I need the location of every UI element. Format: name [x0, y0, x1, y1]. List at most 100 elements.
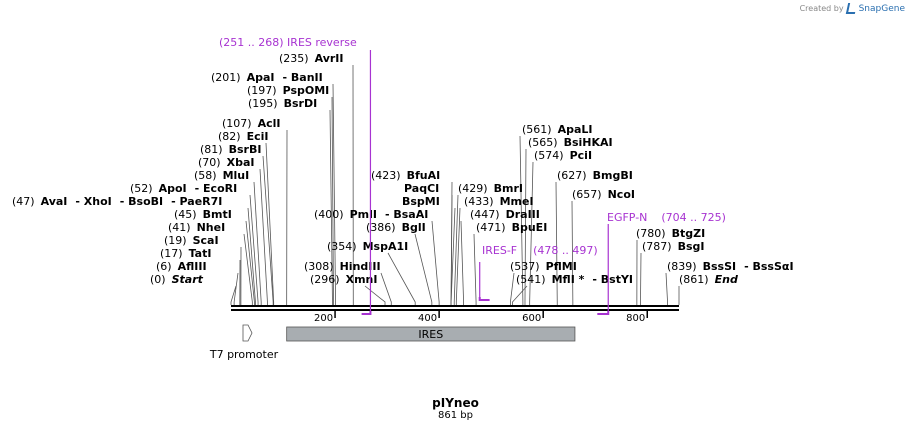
site-position: (52) — [130, 182, 153, 195]
axis-tick-label: 600 — [522, 313, 541, 324]
site-position: (423) — [371, 169, 401, 182]
restriction-site-label[interactable]: (861) End — [679, 273, 738, 286]
site-enzyme-name: PflMI — [546, 260, 577, 273]
site-enzyme-name: BsrDI — [284, 97, 318, 110]
restriction-site-label[interactable]: (354) MspA1I — [327, 240, 408, 253]
site-leader-line — [331, 96, 334, 305]
axis-tick-label: 800 — [626, 313, 645, 324]
restriction-site-label[interactable]: (627) BmgBI — [557, 169, 633, 182]
site-position: (386) — [366, 221, 396, 234]
site-enzyme-name: BfuAI — [407, 169, 441, 182]
restriction-site-label[interactable]: (787) BsgI — [642, 240, 705, 253]
site-position: (58) — [194, 169, 217, 182]
primer-range: (704 .. 725) — [661, 211, 726, 224]
restriction-site-label[interactable]: (423) BfuAI — [371, 169, 440, 182]
site-extra-enzyme: - EcoRI — [195, 182, 238, 195]
restriction-site-label[interactable]: (47) AvaI - XhoI - BsoBI - PaeR7I — [12, 195, 222, 208]
restriction-site-label[interactable]: (0) Start — [150, 273, 204, 286]
site-position: (561) — [522, 123, 552, 136]
restriction-site-label[interactable]: (574) PciI — [534, 149, 592, 162]
site-enzyme-name: BpuEI — [512, 221, 548, 234]
site-enzyme-name: BmgBI — [593, 169, 633, 182]
feature-ires[interactable] — [286, 326, 576, 342]
site-leader-line — [245, 220, 255, 305]
restriction-site-label[interactable]: (19) ScaI — [164, 234, 219, 247]
restriction-site-label[interactable]: (45) BmtI — [174, 208, 232, 221]
restriction-site-label[interactable]: (6) AflIII — [156, 260, 207, 273]
restriction-site-label[interactable]: (433) MmeI — [464, 195, 534, 208]
site-enzyme-name: PaqCI — [404, 182, 439, 195]
site-position: (82) — [218, 130, 241, 143]
site-enzyme-name: XbaI — [227, 156, 255, 169]
site-enzyme-name: Start — [172, 273, 204, 286]
restriction-site-label[interactable]: (565) BsiHKAI — [528, 136, 613, 149]
restriction-site-label[interactable]: (308) HindIII — [304, 260, 381, 273]
restriction-site-label[interactable]: (70) XbaI — [198, 156, 254, 169]
restriction-site-label[interactable]: (429) BmrI — [458, 182, 523, 195]
restriction-site-label[interactable]: (82) EciI — [218, 130, 269, 143]
site-enzyme-name: ApoI — [159, 182, 187, 195]
restriction-site-label[interactable]: (201) ApaI - BanII — [211, 71, 323, 84]
site-leader-line — [247, 207, 256, 305]
site-leader-line — [414, 233, 433, 305]
site-leader-line — [431, 220, 440, 305]
restriction-site-label[interactable]: (195) BsrDI — [248, 97, 317, 110]
site-enzyme-name: BsiHKAI — [564, 136, 613, 149]
site-leader-line — [665, 272, 668, 305]
restriction-site-label[interactable]: (197) PspOMI — [247, 84, 329, 97]
primer-ires-reverse[interactable] — [361, 311, 372, 315]
site-leader-line — [453, 194, 459, 305]
site-enzyme-name: NcoI — [608, 188, 635, 201]
site-leader-line — [450, 207, 456, 305]
restriction-site-label[interactable]: (41) NheI — [168, 221, 225, 234]
site-extra-enzyme: - BsaAI — [385, 208, 428, 221]
site-leader-line — [233, 272, 239, 305]
site-enzyme-name: MflI * — [552, 273, 585, 286]
site-position: (6) — [156, 260, 172, 273]
t7-promoter-arrow-icon[interactable] — [242, 324, 253, 342]
restriction-site-label[interactable]: (58) MluI — [194, 169, 249, 182]
restriction-site-label[interactable]: (780) BtgZI — [636, 227, 705, 240]
restriction-site-label[interactable]: (839) BssSI - BssSαI — [667, 260, 794, 273]
site-enzyme-name: NheI — [197, 221, 226, 234]
restriction-site-label[interactable]: (386) BglI — [366, 221, 426, 234]
restriction-site-label[interactable]: (561) ApaLI — [522, 123, 593, 136]
restriction-site-label[interactable]: (107) AclI — [222, 117, 281, 130]
site-position: (541) — [516, 273, 546, 286]
site-leader-line — [510, 272, 515, 305]
primer-name: EGFP-N — [607, 211, 647, 224]
snapgene-credit: Created by SnapGene — [800, 3, 905, 14]
primer-ires-f[interactable] — [478, 297, 490, 301]
primer-egfp-n-label: EGFP-N (704 .. 725) — [607, 211, 726, 224]
site-position: (400) — [314, 208, 344, 221]
restriction-site-label[interactable]: (537) PflMI — [510, 260, 577, 273]
restriction-site-label[interactable]: (17) TatI — [160, 247, 211, 260]
site-position: (565) — [528, 136, 558, 149]
restriction-site-label[interactable]: (657) NcoI — [572, 188, 635, 201]
restriction-site-label[interactable]: (541) MflI * - BstYI — [516, 273, 633, 286]
restriction-site-label[interactable]: (81) BsrBI — [200, 143, 261, 156]
restriction-site-label[interactable]: (447) DraIII — [470, 208, 540, 221]
restriction-site-label[interactable]: (400) PmlI - BsaAI — [314, 208, 428, 221]
site-position: (235) — [279, 52, 309, 65]
axis-tick-label: 400 — [418, 313, 437, 324]
site-leader-line — [259, 168, 268, 305]
restriction-site-label[interactable]: (235) AvrII — [279, 52, 344, 65]
site-leader-line — [455, 207, 461, 305]
primer-egfp-n[interactable] — [597, 311, 610, 315]
restriction-site-label[interactable]: (296) XmnI — [310, 273, 377, 286]
restriction-site-label[interactable]: BspMI — [402, 195, 440, 208]
site-enzyme-name: AvaI — [41, 195, 68, 208]
site-position: (296) — [310, 273, 340, 286]
site-extra-enzyme: - BsoBI — [120, 195, 163, 208]
restriction-site-label[interactable]: (471) BpuEI — [476, 221, 547, 234]
restriction-site-label[interactable]: PaqCI — [404, 182, 439, 195]
site-enzyme-name: BmtI — [203, 208, 232, 221]
site-leader-line — [329, 109, 333, 305]
site-leader-line — [265, 142, 275, 305]
restriction-site-label[interactable]: (52) ApoI - EcoRI — [130, 182, 237, 195]
site-position: (354) — [327, 240, 357, 253]
site-leader-line — [387, 252, 416, 305]
site-position: (19) — [164, 234, 187, 247]
site-leader-line — [243, 233, 253, 305]
